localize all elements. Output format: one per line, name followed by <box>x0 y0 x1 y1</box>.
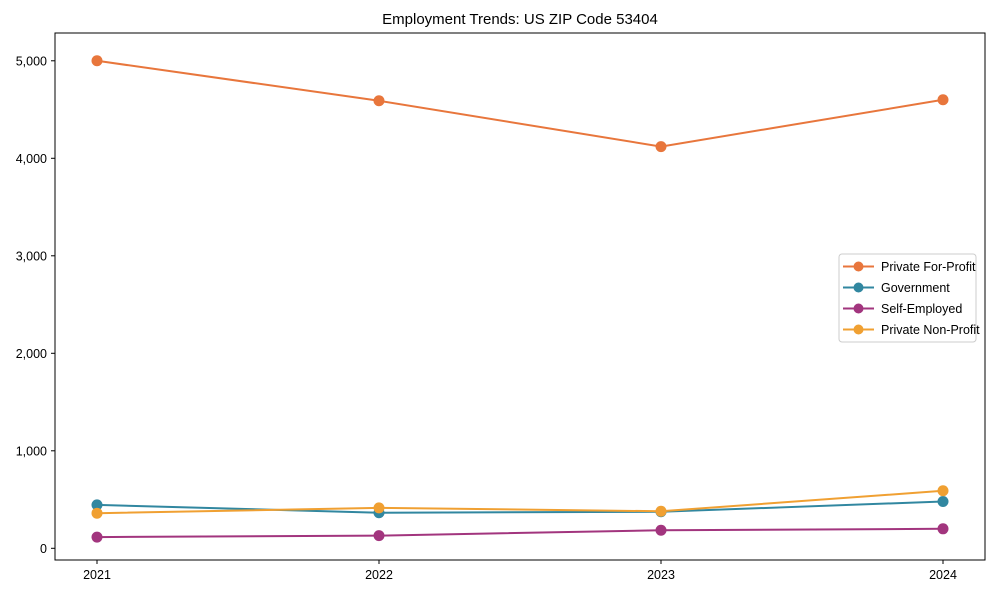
series-marker-private-for-profit <box>373 95 385 107</box>
series-marker-self-employed <box>937 523 949 535</box>
y-tick-label: 2,000 <box>16 347 47 361</box>
series-marker-private-non-profit <box>937 485 949 497</box>
legend-label-government: Government <box>881 281 950 295</box>
series-marker-private-for-profit <box>655 141 667 153</box>
legend-label-private-for-profit: Private For-Profit <box>881 260 976 274</box>
legend-marker-self-employed <box>853 303 864 314</box>
series-line-private-non-profit <box>96 489 944 515</box>
x-tick-label: 2021 <box>83 568 111 582</box>
series-marker-self-employed <box>373 530 385 542</box>
series-marker-private-for-profit <box>91 55 103 67</box>
legend-marker-private-for-profit <box>853 261 864 272</box>
series-marker-self-employed <box>91 531 103 543</box>
y-tick-label: 3,000 <box>16 249 47 263</box>
x-tick-label: 2024 <box>929 568 957 582</box>
x-tick-label: 2023 <box>647 568 675 582</box>
legend-marker-government <box>853 282 864 293</box>
series-marker-private-non-profit <box>373 502 385 514</box>
y-tick-label: 5,000 <box>16 54 47 68</box>
series-line-government <box>96 500 944 514</box>
series-marker-private-non-profit <box>655 505 667 517</box>
series-marker-government <box>937 495 949 507</box>
legend-label-private-non-profit: Private Non-Profit <box>881 323 980 337</box>
series-marker-private-non-profit <box>91 507 103 519</box>
series-marker-government <box>91 499 103 511</box>
axes-border <box>54 32 986 561</box>
legend-box <box>838 253 977 343</box>
series-line-private-for-profit <box>96 59 944 148</box>
y-tick-label: 1,000 <box>16 444 47 458</box>
series-marker-self-employed <box>655 524 667 536</box>
x-tick-label: 2022 <box>365 568 393 582</box>
y-tick-label: 0 <box>40 542 47 556</box>
legend-label-self-employed: Self-Employed <box>881 302 962 316</box>
plot-area: 0 1,000 2,000 3,000 4,000 5,000 2021 2022 2023 20… <box>16 32 986 582</box>
chart-title: Employment Trends: US ZIP Code 53404 <box>382 11 658 28</box>
y-tick-label: 4,000 <box>16 152 47 166</box>
series-line-self-employed <box>96 527 944 539</box>
legend-marker-private-non-profit <box>853 324 864 335</box>
series-marker-private-for-profit <box>937 94 949 106</box>
